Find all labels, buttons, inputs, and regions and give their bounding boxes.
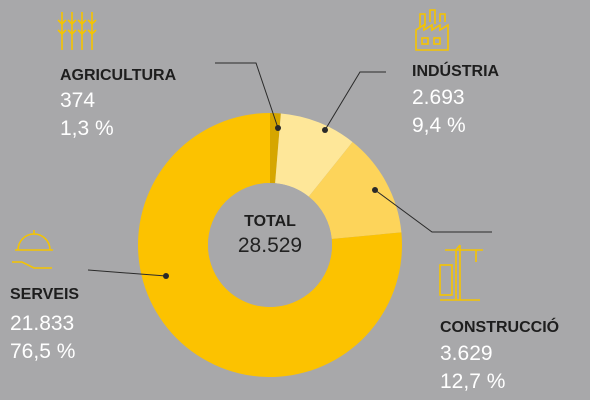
icon-cloche — [12, 230, 53, 269]
percent-label: 1,3 % — [60, 117, 114, 140]
total-value: 28.529 — [238, 234, 302, 257]
leader-line — [374, 189, 492, 233]
percent-label: 12,7 % — [440, 370, 505, 393]
leader-dot — [322, 127, 328, 133]
value-label: 374 — [60, 89, 95, 112]
icon-crane — [439, 244, 483, 301]
leader-line — [87, 269, 167, 277]
value-label: 21.833 — [10, 312, 74, 335]
value-label: 3.629 — [440, 342, 493, 365]
leader-dot — [275, 125, 281, 131]
leader-dot — [163, 273, 169, 279]
leader-dot — [372, 187, 378, 193]
total-label: TOTAL — [244, 213, 296, 230]
category-label: CONSTRUCCIÓ — [440, 317, 559, 336]
category-label: AGRICULTURA — [60, 67, 177, 84]
leader-line — [324, 71, 386, 131]
percent-label: 9,4 % — [412, 114, 466, 137]
icon-wheat — [57, 12, 97, 50]
slice — [138, 113, 402, 377]
slice — [275, 113, 353, 197]
slice — [308, 141, 402, 240]
percent-label: 76,5 % — [10, 340, 75, 363]
icon-factory — [415, 9, 449, 51]
donut — [138, 113, 402, 377]
category-label: INDÚSTRIA — [412, 61, 500, 80]
category-label: SERVEIS — [10, 286, 79, 303]
value-label: 2.693 — [412, 86, 465, 109]
donut-hole — [208, 183, 332, 307]
leader-line — [215, 62, 279, 129]
